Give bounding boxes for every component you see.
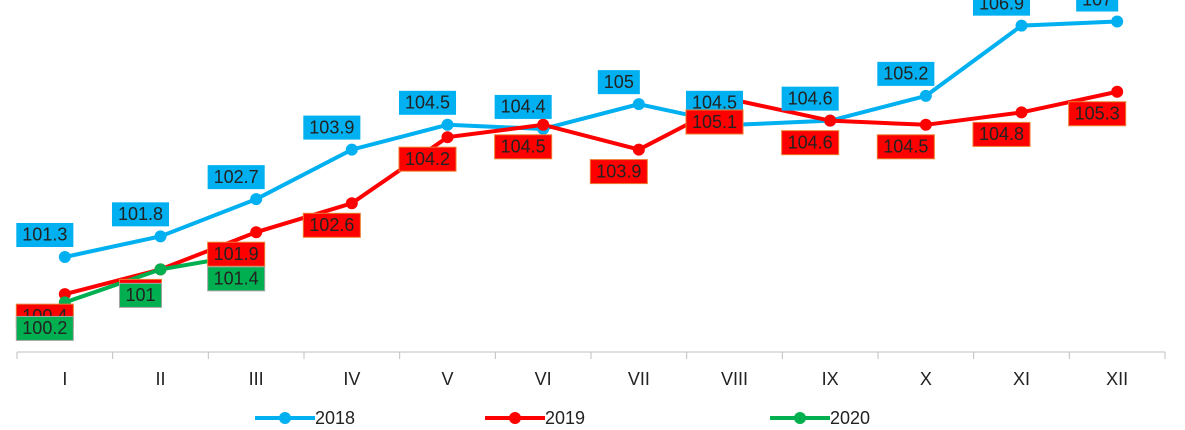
data-label-box bbox=[972, 121, 1031, 147]
data-label-box bbox=[207, 241, 266, 267]
data-label: 100.2 bbox=[22, 318, 67, 338]
x-tick-label: III bbox=[249, 369, 264, 389]
data-label: 101.8 bbox=[118, 204, 163, 224]
data-label-box bbox=[207, 266, 266, 292]
data-label-box bbox=[877, 61, 935, 86]
data-label-box bbox=[15, 315, 74, 341]
legend-marker bbox=[509, 412, 521, 424]
data-label-box bbox=[207, 165, 265, 190]
data-label-box bbox=[398, 90, 457, 115]
data-label-box bbox=[781, 86, 839, 111]
data-label-box bbox=[589, 159, 648, 185]
data-label: 104.5 bbox=[405, 93, 450, 113]
data-label: 104.2 bbox=[405, 149, 450, 169]
data-label: 105.3 bbox=[1075, 104, 1120, 124]
series-line bbox=[64, 89, 1118, 297]
data-label-box bbox=[1068, 101, 1127, 127]
marker bbox=[250, 193, 263, 206]
data-label: 107 bbox=[1082, 0, 1112, 9]
data-label: 102.7 bbox=[214, 167, 259, 187]
data-label-box bbox=[972, 0, 1031, 16]
marker bbox=[441, 118, 454, 131]
x-tick-label: VII bbox=[628, 369, 650, 389]
data-label: 104.8 bbox=[979, 124, 1024, 144]
data-label-box bbox=[685, 109, 744, 135]
marker bbox=[345, 197, 358, 210]
data-label-box bbox=[302, 212, 361, 238]
data-label: 105.2 bbox=[883, 64, 928, 84]
data-label: 104.4 bbox=[501, 97, 546, 117]
data-label: 102.6 bbox=[309, 215, 354, 235]
x-tick-label: VIII bbox=[721, 369, 748, 389]
data-label: 103.9 bbox=[309, 117, 354, 137]
data-label-box bbox=[494, 94, 552, 119]
legend-label: 2020 bbox=[830, 408, 870, 428]
data-label: 104.5 bbox=[883, 137, 928, 157]
data-label-box bbox=[1076, 0, 1119, 12]
marker bbox=[1015, 106, 1028, 119]
legend-marker bbox=[279, 412, 291, 424]
x-tick-label: IV bbox=[343, 369, 360, 389]
x-tick-label: X bbox=[920, 369, 932, 389]
marker bbox=[441, 131, 454, 144]
data-label: 105 bbox=[604, 72, 634, 92]
data-label: 104.5 bbox=[692, 93, 737, 113]
data-label: 101.3 bbox=[22, 225, 67, 245]
data-label: 104.6 bbox=[788, 88, 833, 108]
marker bbox=[919, 89, 932, 102]
x-tick-label: XI bbox=[1013, 369, 1030, 389]
marker bbox=[537, 118, 550, 131]
data-label: 106.9 bbox=[979, 0, 1024, 13]
legend-label: 2019 bbox=[545, 408, 585, 428]
marker bbox=[345, 143, 358, 156]
data-label: 103.9 bbox=[596, 161, 641, 181]
x-tick-label: IX bbox=[822, 369, 839, 389]
marker bbox=[919, 118, 932, 131]
marker bbox=[632, 143, 645, 156]
data-label: 105.1 bbox=[692, 112, 737, 132]
marker bbox=[154, 230, 167, 243]
data-label-box bbox=[494, 134, 553, 160]
data-label: 101.9 bbox=[214, 244, 259, 264]
data-label-box bbox=[398, 146, 457, 172]
data-label: 101.4 bbox=[214, 269, 259, 289]
x-tick-label: V bbox=[441, 369, 453, 389]
data-label: 101 bbox=[125, 285, 155, 305]
series-line bbox=[64, 19, 1118, 259]
data-label-box bbox=[111, 202, 170, 227]
data-label: 104.6 bbox=[788, 132, 833, 152]
data-label-box bbox=[16, 222, 74, 247]
data-label-box bbox=[118, 282, 163, 308]
x-tick-label: I bbox=[62, 369, 67, 389]
data-label-box bbox=[597, 70, 640, 95]
marker bbox=[58, 288, 71, 301]
marker bbox=[1015, 19, 1028, 32]
x-tick-label: XII bbox=[1106, 369, 1128, 389]
data-label-box bbox=[781, 130, 840, 156]
x-tick-label: VI bbox=[535, 369, 552, 389]
marker bbox=[1111, 15, 1124, 28]
data-label-box bbox=[303, 115, 361, 140]
marker bbox=[824, 114, 837, 127]
marker bbox=[1111, 85, 1124, 98]
marker bbox=[250, 226, 263, 239]
data-label: 104.5 bbox=[501, 137, 546, 157]
marker bbox=[58, 250, 71, 263]
marker bbox=[632, 98, 645, 111]
legend-marker bbox=[794, 412, 806, 424]
marker bbox=[154, 263, 167, 276]
x-tick-label: II bbox=[155, 369, 165, 389]
legend-label: 2018 bbox=[315, 408, 355, 428]
data-label-box bbox=[876, 134, 935, 160]
